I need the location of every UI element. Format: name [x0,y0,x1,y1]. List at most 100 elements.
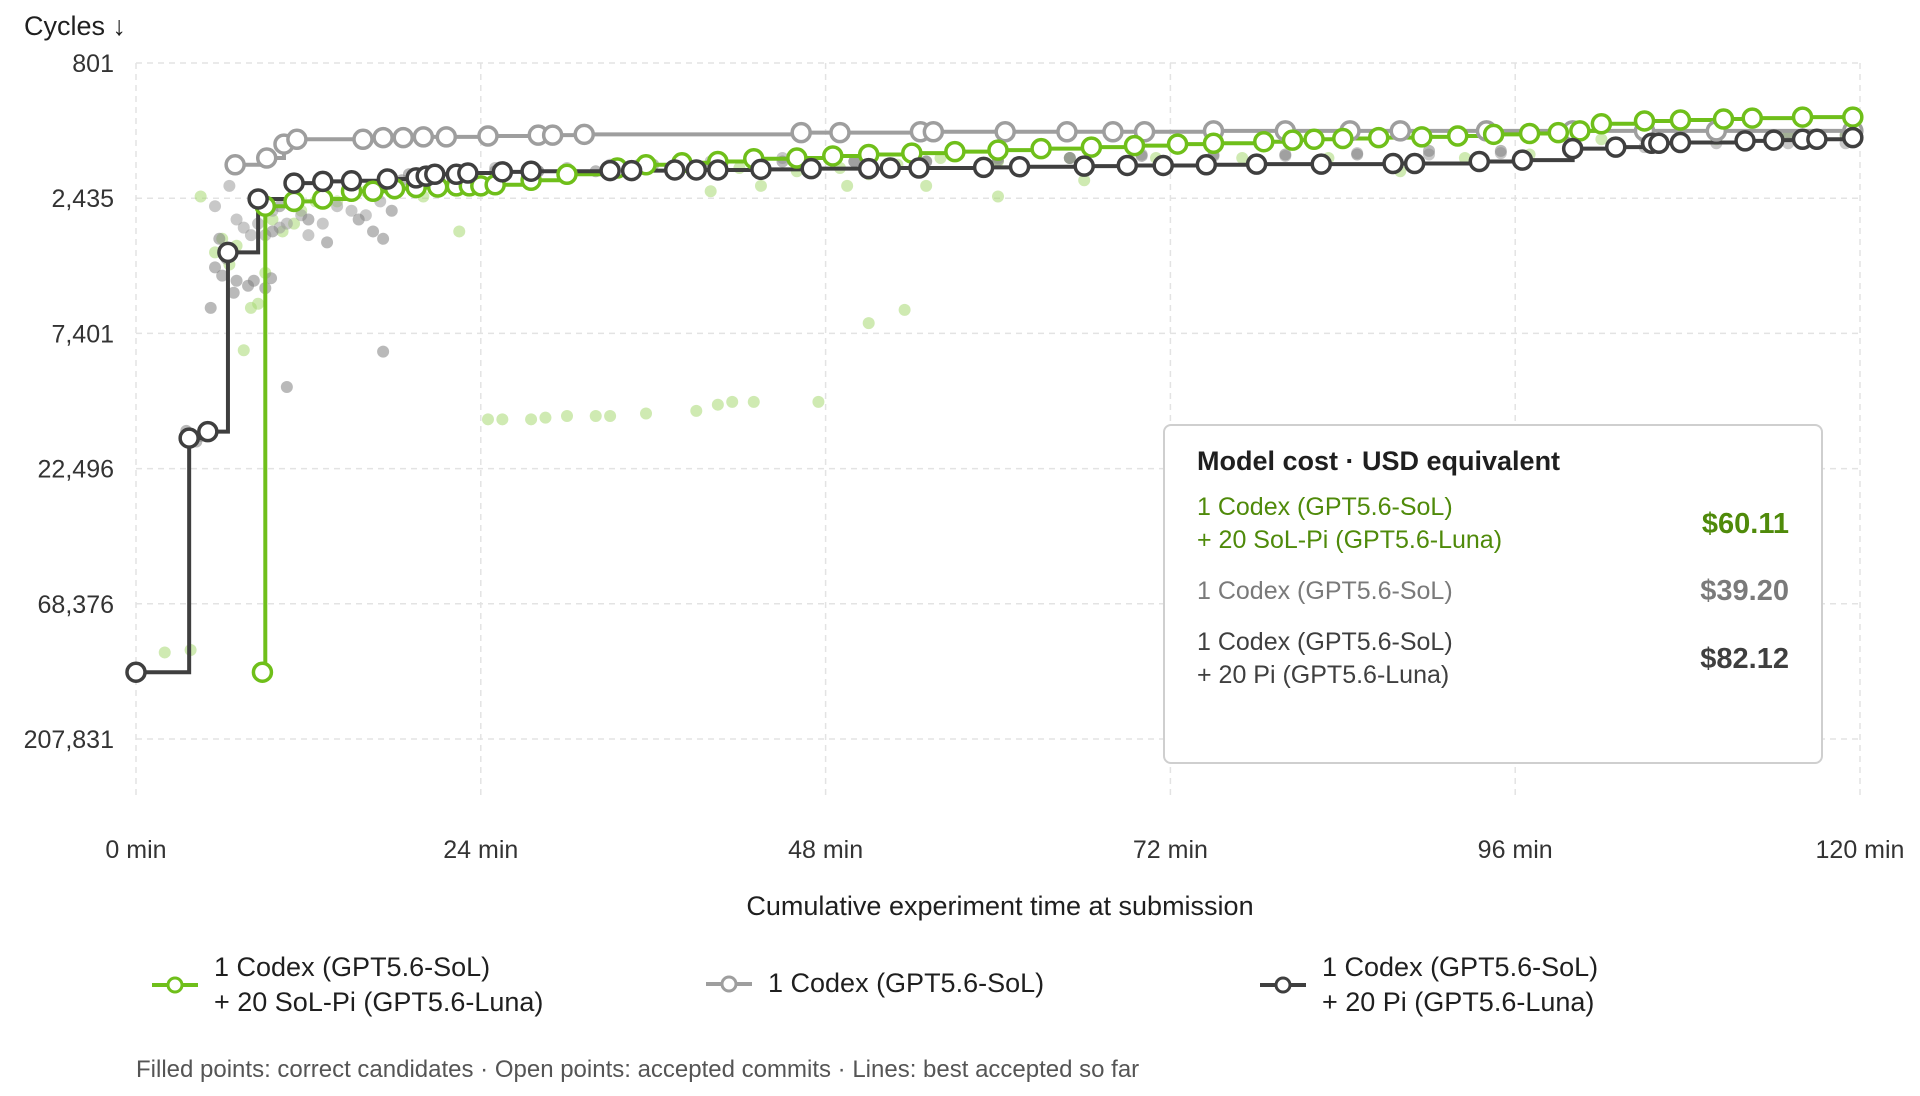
commit-point [224,154,246,176]
candidate-point [209,200,222,213]
candidate-point [726,395,739,408]
cost-label-line: 1 Codex (GPT5.6-SoL) [1197,577,1453,605]
legend-item-codex[interactable]: 1 Codex (GPT5.6-SoL) [704,966,1044,1001]
candidate-point [316,217,329,230]
commit-point [800,157,822,180]
candidate-point [1595,133,1608,146]
commit-point [1590,112,1613,135]
candidate-point [230,213,243,226]
commit-point [1166,133,1189,155]
commit-point [1446,125,1469,147]
candidate-point [302,213,315,226]
commit-point [1669,131,1692,154]
legend-swatch-icon [152,976,198,994]
candidate-point [244,229,257,242]
commit-point [286,128,308,151]
y-tick-label: 2,435 [51,185,114,213]
candidate-point [1279,148,1292,161]
candidate-point [252,297,265,310]
commit-point [1195,154,1218,176]
candidate-point [704,185,717,198]
commit-point [664,159,686,181]
candidate-point [589,410,602,423]
legend-item-sol-pi[interactable]: 1 Codex (GPT5.6-SoL) + 20 SoL-Pi (GPT5.6… [150,950,543,1020]
commit-point [829,121,851,144]
commit-point [1741,107,1763,129]
candidate-point [711,398,724,411]
candidate-point [227,286,240,299]
candidate-point [539,411,552,424]
commit-point [573,123,595,146]
commit-point [1245,153,1268,175]
legend-label: 1 Codex (GPT5.6-SoL) [768,966,1044,1001]
cost-label-line: 1 Codex (GPT5.6-SoL) [1197,628,1453,656]
commit-point [178,427,200,449]
candidate-point [321,236,334,249]
candidate-point [1423,144,1435,157]
commit-point [1403,152,1426,175]
y-tick-label: 68,376 [38,591,114,619]
commit-point [376,168,399,190]
candidate-point [525,413,538,426]
commit-point [1561,137,1584,160]
candidate-point [496,413,509,426]
candidate-point [385,204,398,217]
commit-point [685,159,708,181]
commit-point [541,124,564,146]
commit-point [1202,132,1225,155]
candidate-point [992,190,1004,203]
commit-point [372,126,394,149]
commit-point [790,121,812,144]
commit-point [283,172,305,194]
legend-label-line: 1 Codex (GPT5.6-SoL) [768,968,1045,998]
commit-point [283,190,305,213]
candidate-point [352,213,365,226]
commit-point [1633,110,1656,132]
candidate-point [280,381,293,394]
commit-points [125,106,1864,683]
candidate-point [237,344,250,357]
y-tick-label: 801 [72,50,114,78]
candidate-point [209,261,222,274]
candidate-point [158,646,171,659]
candidate-point [1351,148,1364,161]
commit-point [972,156,995,179]
commit-point [255,147,278,169]
commit-point [1116,154,1139,177]
candidate-point [204,301,217,314]
commit-point [1030,137,1052,160]
candidate-point [266,213,279,226]
y-axis-label: Cycles ↓ [24,11,126,41]
legend: 1 Codex (GPT5.6-SoL) + 20 SoL-Pi (GPT5.6… [0,950,1920,1030]
candidate-point [453,225,466,238]
commit-point [1253,130,1275,153]
commit-point [1605,136,1627,158]
candidate-point [862,317,875,330]
y-tick-label: 207,831 [24,726,114,754]
commit-point [352,128,374,151]
cost-row-label: 1 Codex (GPT5.6-SoL) [1197,575,1453,608]
legend-label-line: + 20 SoL-Pi (GPT5.6-Luna) [214,987,544,1017]
commit-point [994,121,1016,143]
cost-value: $82.12 [1700,642,1789,675]
x-tick-labels: 0 min 24 min 48 min 72 min 96 min 120 min [105,836,1904,864]
x-axis-label: Cumulative experiment time at submission [746,891,1253,921]
commit-point [457,162,479,184]
candidate-point [754,179,767,192]
legend-item-pi[interactable]: 1 Codex (GPT5.6-SoL) + 20 Pi (GPT5.6-Lun… [1258,950,1598,1020]
commit-point [247,188,269,210]
legend-label: 1 Codex (GPT5.6-SoL) + 20 Pi (GPT5.6-Lun… [1322,950,1598,1020]
commit-point [707,159,729,181]
cost-row-label: 1 Codex (GPT5.6-SoL) + 20 SoL-Pi (GPT5.6… [1197,491,1502,557]
commit-point [1806,128,1828,151]
legend-label-line: 1 Codex (GPT5.6-SoL) [214,952,491,982]
cost-row-pi: 1 Codex (GPT5.6-SoL) + 20 Pi (GPT5.6-Lun… [1197,626,1789,692]
candidate-point [331,200,344,213]
commit-point [1382,152,1404,175]
commit-point [520,160,542,182]
cost-label-line: + 20 SoL-Pi (GPT5.6-Luna) [1197,526,1503,554]
candidate-point [640,407,653,420]
candidate-point [237,221,250,234]
candidate-point [194,190,207,203]
